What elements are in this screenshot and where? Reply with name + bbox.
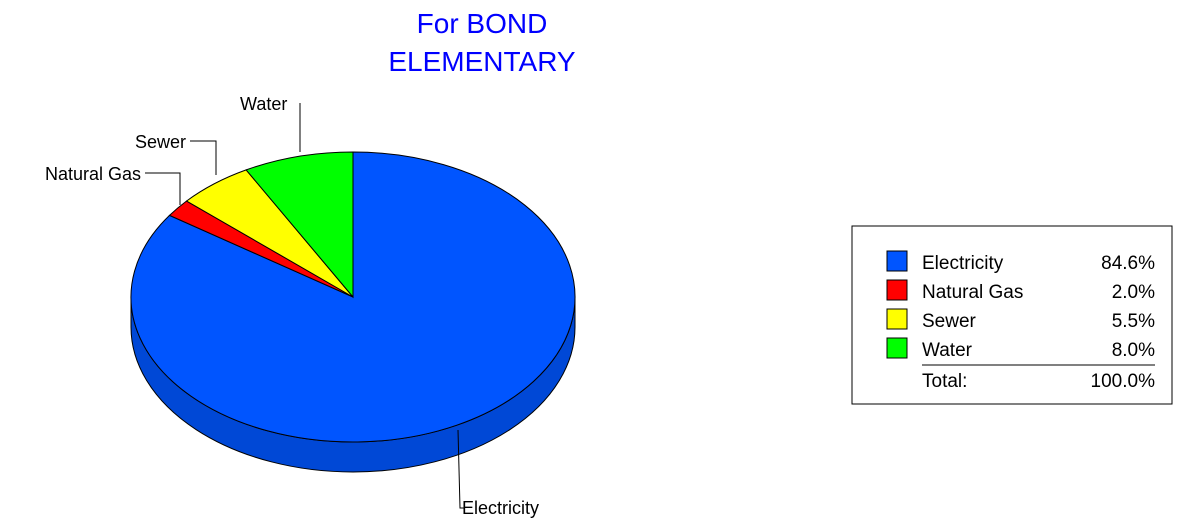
legend-label-electricity: Electricity xyxy=(922,253,1004,274)
leader-line-sewer xyxy=(190,140,217,175)
legend-total-label: Total: xyxy=(922,371,967,392)
leader-line-electricity xyxy=(457,429,465,509)
chart-title-line-2: ELEMENTARY xyxy=(388,46,576,77)
slice-label-water: Water xyxy=(240,94,287,114)
slice-labels: Electricity Natural Gas Sewer Water xyxy=(45,94,539,518)
slice-label-sewer: Sewer xyxy=(135,132,186,152)
legend-value-water: 8.0% xyxy=(1112,340,1155,361)
legend-total-value: 100.0% xyxy=(1091,371,1156,392)
legend-label-sewer: Sewer xyxy=(922,311,977,332)
legend-swatch-sewer xyxy=(886,308,908,330)
slice-label-electricity: Electricity xyxy=(462,498,539,518)
legend-swatch-natural-gas xyxy=(886,279,908,301)
pie xyxy=(130,151,576,473)
pie-slice-water xyxy=(245,151,354,299)
legend-swatch-water xyxy=(886,337,908,359)
legend-swatch-electricity xyxy=(886,250,908,272)
legend-value-electricity: 84.6% xyxy=(1101,253,1155,274)
slice-label-natural-gas: Natural Gas xyxy=(45,164,141,184)
legend-label-natural-gas: Natural Gas xyxy=(922,282,1023,303)
legend-value-natural-gas: 2.0% xyxy=(1112,282,1155,303)
leader-line-natural-gas xyxy=(145,172,181,205)
chart-title-line-1: For BOND xyxy=(417,8,548,39)
legend-value-sewer: 5.5% xyxy=(1112,311,1155,332)
legend-label-water: Water xyxy=(922,340,973,361)
legend: Electricity 84.6% Natural Gas 2.0% Sewer 5.5%… xyxy=(851,225,1173,405)
chart-title: For BOND ELEMENTARY xyxy=(388,8,576,77)
